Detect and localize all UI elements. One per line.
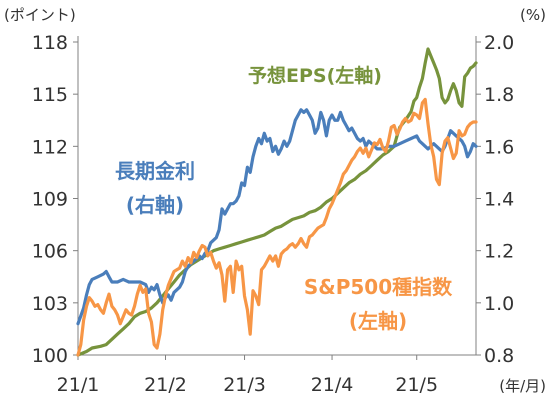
left-tick-label: 103 [32,293,68,315]
left-axis-unit-label: (ポイント) [4,6,76,24]
x-tick-label: 21/4 [311,374,354,396]
right-tick-label: 1.0 [484,293,514,315]
series-label-line: (右軸) [126,193,184,217]
left-tick-label: 112 [32,136,68,158]
x-tick-label: 21/5 [395,374,438,396]
x-tick-label: 21/1 [57,374,100,396]
right-tick-label: 1.6 [484,136,514,158]
series-label-line: 長期金利 [115,159,195,183]
x-tick-label: 21/2 [144,374,187,396]
axes-layer: 100 103 106 109 112 115 118 0.8 1.0 1.2 1.4 1.6 1.8 2… [4,6,546,396]
label-layer: 予想EPS(左軸) 長期金利 (右軸) S&P500種指数 (左軸) [115,64,453,333]
series-line-2 [76,97,478,357]
right-axis-unit-label: (%) [520,6,546,24]
right-tick-label: 2.0 [484,32,514,54]
series-label-line: 予想EPS(左軸) [248,64,382,87]
series-label-1: 長期金利 (右軸) [115,159,195,217]
left-tick-label: 115 [32,84,68,106]
left-tick-label: 109 [32,189,68,211]
series-label-line: S&P500種指数 [304,275,453,299]
right-tick-label: 0.8 [484,345,514,367]
left-tick-label: 118 [32,32,68,54]
left-tick-label: 100 [32,345,68,367]
series-line-1 [76,108,478,326]
series-label-0: 予想EPS(左軸) [248,64,382,87]
series-label-line: (左軸) [349,309,407,333]
right-tick-label: 1.8 [484,84,514,106]
x-tick-label: 21/3 [223,374,266,396]
series-label-2: S&P500種指数 (左軸) [304,275,453,333]
series-layer [76,47,478,357]
left-tick-label: 106 [32,241,68,263]
right-tick-label: 1.2 [484,241,514,263]
right-tick-label: 1.4 [484,189,514,211]
x-axis-unit-label: (年/月) [499,377,546,395]
